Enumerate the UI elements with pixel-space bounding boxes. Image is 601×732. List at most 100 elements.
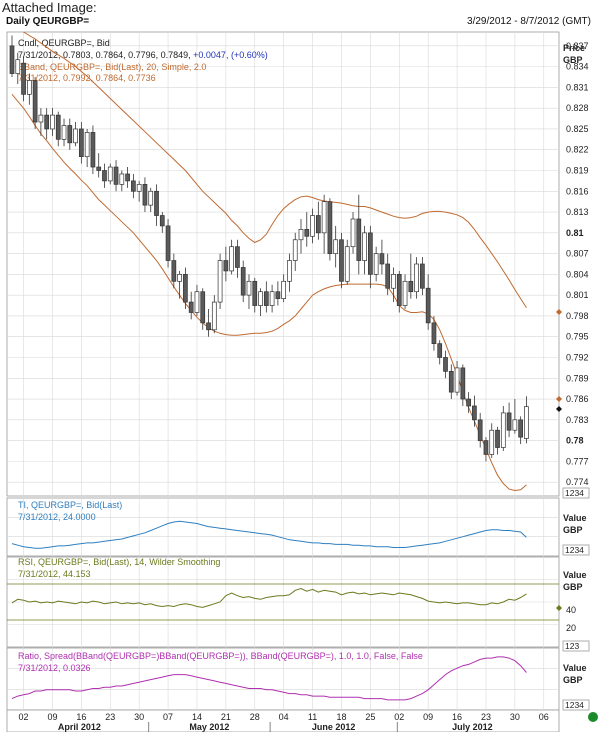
candle-body: [368, 232, 373, 275]
candle-body: [148, 190, 154, 206]
candle-body: [321, 201, 327, 234]
candle-body: [90, 132, 96, 168]
price-tick-label: 0.837: [566, 41, 589, 51]
candle-body: [500, 412, 506, 448]
ti-line: [11, 520, 527, 549]
rsi-tick-40: 40: [566, 605, 576, 615]
frame-price: [6, 31, 560, 497]
x-tick-label: 06: [539, 712, 549, 722]
price-tick-label: 0.777: [566, 456, 589, 466]
candle-body: [448, 370, 454, 393]
candle-body: [362, 232, 367, 261]
candle-body: [125, 173, 130, 182]
candle-body: [136, 184, 142, 192]
candle-body: [131, 180, 136, 192]
x-tick-label: 02: [19, 712, 29, 722]
candle-body: [223, 260, 229, 272]
status-dot-icon: [588, 712, 598, 722]
rsi-last-marker: [556, 605, 562, 611]
candle-body: [50, 114, 55, 130]
candle-body: [142, 184, 148, 206]
price-tick-label: 0.804: [566, 269, 589, 279]
price-tick-label: 0.774: [566, 477, 589, 487]
symbol-title: Daily QEURGBP=: [6, 16, 90, 27]
candle-body: [344, 246, 350, 282]
x-tick-label: 02: [394, 712, 404, 722]
month-label: July 2012: [452, 722, 493, 732]
candle-body: [512, 419, 518, 431]
candle-body: [26, 80, 32, 95]
candle-body: [183, 274, 188, 303]
bband-upper-marker: [556, 309, 562, 315]
x-tick-label: 09: [423, 712, 433, 722]
candle-body: [495, 429, 500, 448]
candle-body: [350, 218, 356, 248]
panel-frames: [6, 31, 560, 732]
ti-axis-title: Value: [563, 513, 587, 523]
candle-body: [188, 301, 194, 313]
rsi-scale-label: 123: [565, 641, 579, 651]
price-scale-box: 1234: [562, 487, 590, 499]
price-tick-label: 0.813: [566, 207, 589, 217]
ti-legend: TI, QEURGBP=, Bid(Last) 7/31/2012, 24.00…: [18, 500, 122, 522]
price-scale-label: 1234: [565, 488, 584, 498]
candle-body: [402, 280, 408, 306]
candle-body: [310, 215, 315, 237]
x-tick-label: 25: [365, 712, 375, 722]
bband-legend-line1: BBand, QEURGBP=, Bid(Last), 20, Simple, …: [18, 62, 206, 72]
candle-body: [281, 280, 287, 299]
candle-body: [113, 166, 119, 185]
candle-body: [443, 357, 448, 372]
candle-body: [425, 287, 431, 324]
candle-body: [269, 291, 275, 306]
price-legend: Cndl, QEURGBP=, Bid 7/31/2012, 0.7803, 0…: [18, 38, 268, 83]
ratio-line: [11, 656, 527, 701]
price-legend-line2: 7/31/2012, 0.7803, 0.7864, 0.7796, 0.784…: [18, 50, 268, 60]
ti-legend-line2: 7/31/2012, 24.0000: [18, 512, 96, 522]
candlesticks: [9, 35, 529, 462]
candle-body: [84, 132, 90, 158]
x-tick-label: 16: [76, 712, 86, 722]
x-tick-label: 07: [163, 712, 173, 722]
candle-body: [96, 166, 102, 171]
candle-body: [339, 239, 344, 282]
price-tick-label: 0.822: [566, 145, 589, 155]
price-tick-label: 0.786: [566, 394, 589, 404]
candle-body: [154, 190, 159, 216]
x-tick-label: 28: [250, 712, 260, 722]
candle-body: [391, 274, 396, 289]
candle-body: [460, 367, 466, 400]
candle-body: [396, 274, 402, 306]
candle-body: [73, 128, 78, 144]
price-tick-label: 0.834: [566, 62, 589, 72]
x-tick-label: 23: [481, 712, 491, 722]
candle-body: [177, 274, 182, 282]
candle-body: [304, 229, 310, 237]
candle-body: [489, 429, 495, 455]
price-tick-label: 0.789: [566, 373, 589, 383]
frame-xaxis: [6, 709, 560, 732]
candle-body: [431, 322, 437, 344]
price-tick-label: 0.819: [566, 166, 589, 176]
candle-body: [408, 280, 414, 293]
x-tick-label: 09: [47, 712, 57, 722]
rsi-line: [11, 587, 527, 608]
candle-body: [217, 260, 223, 303]
price-tick-label: 0.783: [566, 415, 589, 425]
candle-body: [61, 125, 67, 140]
ratio-axis-currency: GBP: [563, 675, 583, 685]
price-tick-label: 0.825: [566, 124, 589, 134]
frame-ti: [6, 497, 560, 557]
candle-body: [483, 440, 489, 455]
candle-body: [119, 173, 125, 185]
x-tick-label: 21: [221, 712, 231, 722]
month-label: June 2012: [312, 722, 356, 732]
rsi-axis-currency: GBP: [563, 582, 583, 592]
ratio-legend-line2: 7/31/2012, 0.0326: [18, 663, 91, 673]
candle-body: [385, 263, 391, 289]
rsi-axis-title: Value: [563, 570, 587, 580]
ratio-legend: Ratio, Spread(BBand(QEURGBP=)BBand(QEURG…: [18, 651, 423, 673]
chart-header: Daily QEURGBP= 3/29/2012 - 8/7/2012 (GMT…: [0, 14, 601, 30]
candle-body: [524, 406, 529, 439]
